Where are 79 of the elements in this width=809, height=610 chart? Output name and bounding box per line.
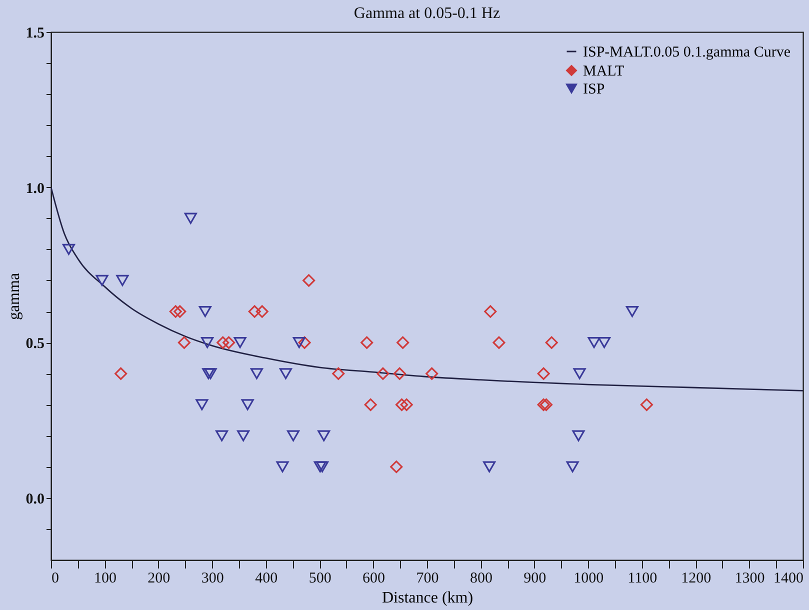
point: [114, 367, 128, 380]
x-axis-title: Distance (km): [382, 590, 474, 606]
point: [292, 337, 306, 348]
x-tick-label: 500: [308, 570, 332, 586]
point: [314, 461, 326, 472]
point: [492, 336, 506, 349]
point: [241, 399, 254, 410]
point: [332, 367, 345, 380]
legend-label: ISP: [583, 82, 605, 98]
y-tick-label: 0.5: [26, 336, 44, 352]
point: [316, 461, 329, 472]
point: [396, 336, 410, 349]
point: [626, 306, 638, 318]
point: [62, 244, 76, 255]
x-tick-label: 200: [148, 570, 170, 586]
y-axis-title: gamma: [6, 272, 23, 320]
point: [545, 336, 558, 349]
point: [537, 398, 550, 411]
point: [234, 337, 246, 348]
point: [572, 430, 585, 442]
point: [222, 336, 236, 349]
point: [400, 398, 413, 411]
point: [216, 430, 228, 442]
point: [248, 305, 261, 318]
y-tick-label: 1.0: [26, 180, 44, 197]
point: [286, 430, 300, 442]
point: [116, 274, 129, 286]
point: [237, 430, 250, 442]
point: [256, 305, 268, 318]
point: [302, 274, 316, 287]
x-tick-label: 1200: [681, 570, 712, 586]
x-tick-label: 400: [255, 570, 278, 586]
point: [573, 368, 586, 380]
point: [196, 399, 208, 410]
x-tick-label: 100: [94, 570, 116, 586]
point: [174, 305, 186, 318]
point: [393, 367, 406, 380]
point: [318, 430, 330, 442]
point: [483, 461, 496, 472]
point: [395, 398, 408, 411]
chart-title: Gamma at 0.05-0.1 Hz: [354, 5, 500, 22]
x-tick-label: 900: [524, 570, 546, 586]
line-series: [51, 186, 803, 392]
point: [360, 336, 374, 349]
point: [169, 305, 182, 318]
point: [484, 305, 497, 318]
point: [598, 337, 611, 348]
x-tick-label: 0: [52, 570, 59, 586]
x-tick-label: 300: [201, 570, 224, 586]
point: [566, 461, 579, 472]
y-tick-label: 1.5: [26, 26, 44, 42]
x-tick-label: 700: [416, 570, 439, 586]
point: [390, 460, 403, 474]
point: [588, 337, 600, 348]
x-tick-label: 1300: [734, 570, 765, 586]
point: [298, 336, 311, 349]
x-tick-label: 800: [470, 570, 492, 586]
legend-label: ISP-MALT.0.05 0.1.gamma Curve: [583, 44, 791, 60]
point: [279, 368, 292, 380]
legend-label: MALT: [583, 64, 624, 80]
x-tick-label: 1000: [574, 570, 604, 586]
point: [216, 336, 230, 349]
point: [426, 367, 438, 380]
point: [96, 274, 108, 286]
x-tick-label: 1400: [774, 570, 804, 586]
point: [184, 212, 197, 224]
x-tick-label: 1100: [628, 570, 658, 586]
point: [537, 367, 550, 380]
point: [198, 306, 212, 318]
point: [376, 367, 390, 380]
point: [201, 337, 214, 348]
point: [364, 398, 377, 411]
point: [276, 461, 289, 472]
point: [540, 398, 553, 411]
point: [178, 336, 190, 349]
x-tick-label: 600: [362, 570, 386, 586]
y-tick-label: 0.0: [26, 491, 44, 508]
point: [640, 398, 653, 411]
point: [250, 368, 264, 380]
